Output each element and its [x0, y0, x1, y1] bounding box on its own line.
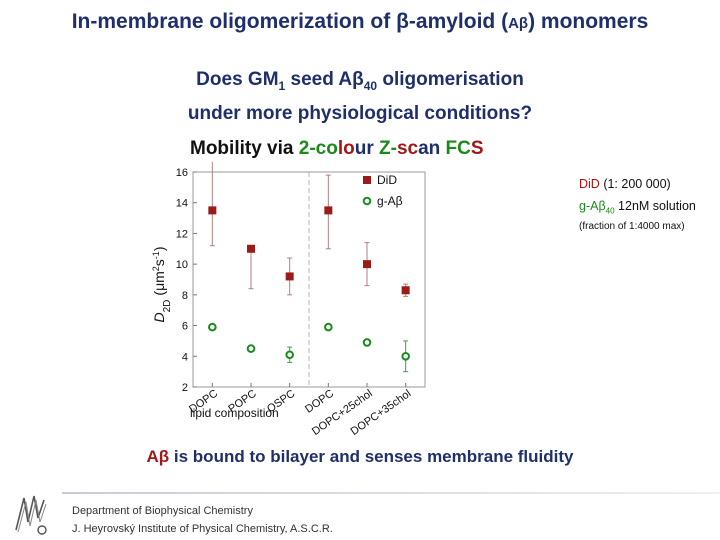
fraction-note: (fraction of 1:4000 max): [579, 221, 685, 232]
research-question: Does GM1 seed Aβ40 oligomerisation under…: [0, 66, 720, 127]
did-point: [208, 206, 217, 215]
y-tick-label: 6: [182, 321, 188, 333]
conclusion-part: is bound to bilayer and senses membrane …: [169, 447, 574, 466]
y-tick-label: 4: [182, 351, 188, 363]
footer-institute: J. Heyrovský Institute of Physical Chemi…: [72, 523, 333, 535]
y-tick-label: 12: [176, 228, 188, 240]
gab-sub: 40: [605, 206, 615, 216]
did-point: [247, 244, 255, 253]
mobility-word-part: S: [470, 138, 484, 159]
gab-name: g-Aβ: [579, 199, 606, 213]
mobility-word-part: FC: [445, 138, 471, 159]
chart-marks: [208, 162, 410, 373]
gab-point: [362, 338, 372, 347]
legend-label: g-Aβ: [377, 194, 403, 208]
slide-title: In-membrane oligomerization of β-amyloid…: [0, 10, 720, 34]
mobility-word-part: sc: [396, 138, 419, 159]
question-sub: 40: [363, 78, 378, 93]
title-prefix: In-membrane oligomerization of β-amyloid…: [71, 10, 509, 33]
y-axis-label: D2D(μm2s-1): [151, 246, 173, 322]
did-name: DiD: [579, 177, 600, 191]
mobility-word-part: lo: [337, 138, 355, 159]
conclusion-part: A: [146, 447, 159, 466]
gab-concentration: 12nM solution: [614, 199, 696, 213]
question-part: Does GM: [196, 69, 279, 90]
mobility-word-part: 2-co: [298, 138, 338, 159]
mobility-word-part: Z-: [379, 138, 397, 159]
footer-department: Department of Biophysical Chemistry: [72, 505, 253, 517]
did-point: [324, 206, 333, 215]
y-tick-label: 8: [182, 290, 188, 302]
question-sub: 1: [278, 78, 286, 93]
conclusion-text: Aβ is bound to bilayer and senses membra…: [0, 447, 720, 467]
chart-legend: DiD g-Aβ: [362, 173, 403, 208]
conclusion-part: β: [158, 447, 170, 466]
gab-point: [246, 344, 256, 353]
did-ratio: (1: 200 000): [599, 177, 671, 191]
legend-marker-gab: [362, 196, 372, 206]
legend-marker-did: [363, 176, 371, 184]
title-abbr: Aβ: [508, 15, 529, 32]
x-tick-label: DOPC: [303, 388, 336, 416]
question-part: oligomerisation: [377, 69, 524, 90]
gab-point: [208, 322, 217, 332]
legend-label: DiD: [377, 173, 397, 187]
title-suffix: ) monomers: [528, 10, 649, 33]
gab-point: [285, 350, 294, 360]
y-tick-label: 10: [176, 259, 188, 271]
mobility-word-part: an: [418, 138, 441, 159]
did-concentration-note: DiD (1: 200 000): [579, 177, 671, 191]
mobility-prefix: Mobility via: [190, 138, 299, 159]
y-tick-label: 14: [176, 198, 188, 210]
gab-concentration-note: g-Aβ40 12nM solution: [579, 199, 696, 216]
did-point: [401, 286, 410, 295]
x-axis-label: lipid composition: [190, 406, 279, 420]
did-point: [363, 260, 371, 269]
mobility-word-part: ur: [354, 138, 374, 159]
did-point: [285, 272, 294, 281]
footer-divider: [62, 492, 720, 494]
y-tick-label: 2: [182, 382, 188, 394]
question-part: seed Aβ: [285, 69, 364, 90]
gab-point: [401, 351, 410, 361]
plot-frame: [192, 171, 426, 388]
question-line-1: Does GM1 seed Aβ40 oligomerisation: [0, 66, 720, 100]
y-tick-label: 16: [176, 167, 188, 179]
mobility-heading: Mobility via 2-colour Z-scan FCS: [190, 138, 484, 160]
question-line-2: under more physiological conditions?: [187, 102, 533, 124]
institute-logo-icon: [15, 495, 47, 535]
gab-point: [324, 322, 333, 332]
